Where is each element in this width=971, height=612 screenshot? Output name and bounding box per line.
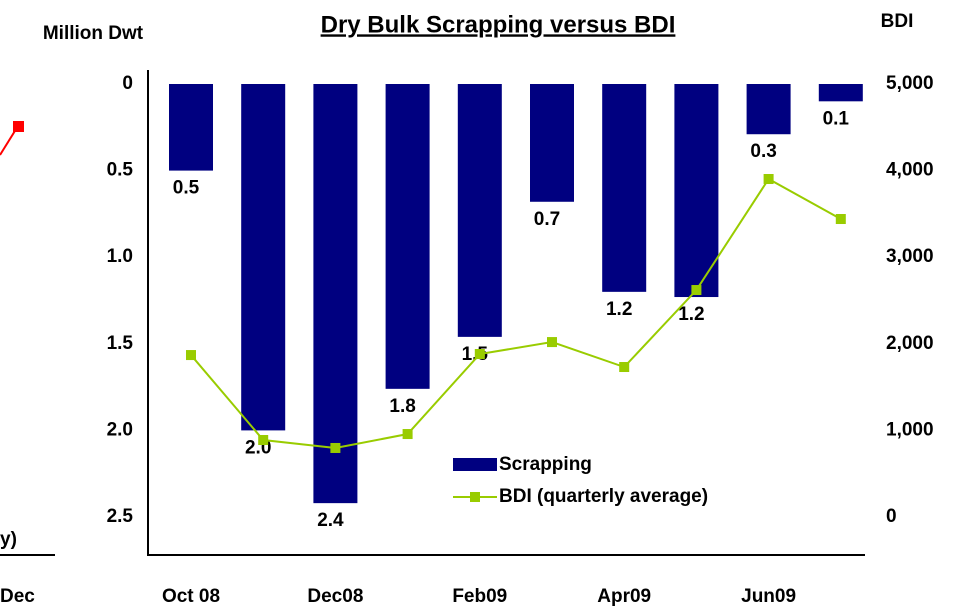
x-tick-label: Jun09 [741, 586, 796, 607]
data-label: 1.2 [606, 299, 632, 320]
fragment-marker [13, 121, 24, 132]
line-marker [763, 174, 774, 185]
y2-tick-label: 4,000 [886, 160, 934, 181]
y-tick-label: 1.5 [107, 333, 134, 354]
bar [530, 84, 574, 202]
data-label: 2.4 [317, 510, 344, 531]
data-label: 0.7 [534, 209, 560, 230]
y-tick-label: 1.0 [107, 246, 133, 267]
y2-tick-label: 2,000 [886, 333, 934, 354]
line-marker [691, 285, 702, 296]
bar [602, 84, 647, 292]
data-label: 1.8 [389, 396, 415, 417]
x-tick-label: Oct 08 [162, 586, 220, 607]
bar [385, 84, 430, 389]
y-tick-label: 0.5 [107, 160, 134, 181]
legend-swatch [453, 458, 497, 471]
y-tick-label: 2.5 [107, 506, 134, 527]
bar [241, 84, 286, 431]
bar [746, 84, 791, 135]
bar [674, 84, 719, 298]
line-marker [835, 214, 846, 225]
y2-tick-label: 5,000 [886, 73, 934, 94]
line-marker [619, 362, 630, 373]
line-series [190, 177, 842, 449]
line-marker [258, 435, 269, 446]
bar [169, 84, 213, 171]
y2-axis-label: BDI [881, 11, 914, 32]
data-label: 1.2 [678, 304, 704, 325]
legend-label: Scrapping [499, 454, 592, 475]
x-tick-label: Dec08 [307, 586, 363, 607]
line-marker [547, 337, 557, 348]
x-tick-label: Apr09 [597, 586, 651, 607]
bar [457, 84, 502, 337]
y-tick-label: 0 [122, 73, 133, 94]
y-tick-label: 2.0 [107, 419, 133, 440]
bar [313, 84, 358, 504]
y-axis-label: Million Dwt [43, 23, 144, 44]
line-marker [330, 442, 341, 453]
fragment-text: Dec [0, 586, 35, 607]
legend-label: BDI (quarterly average) [499, 486, 708, 507]
line-marker [474, 349, 485, 360]
data-label: 0.5 [173, 178, 200, 199]
data-label: 0.3 [750, 141, 776, 162]
plot-frame [147, 70, 865, 556]
bar [818, 84, 863, 102]
line-marker [186, 350, 196, 361]
y2-tick-label: 0 [886, 506, 897, 527]
y2-tick-label: 1,000 [886, 419, 934, 440]
data-label: 0.1 [823, 108, 850, 129]
chart-title: Dry Bulk Scrapping versus BDI [321, 11, 676, 38]
fragment-text: y) [0, 529, 17, 550]
line-marker [402, 429, 413, 440]
y2-tick-label: 3,000 [886, 246, 934, 267]
x-tick-label: Feb09 [452, 586, 507, 607]
legend-swatch [470, 492, 480, 502]
